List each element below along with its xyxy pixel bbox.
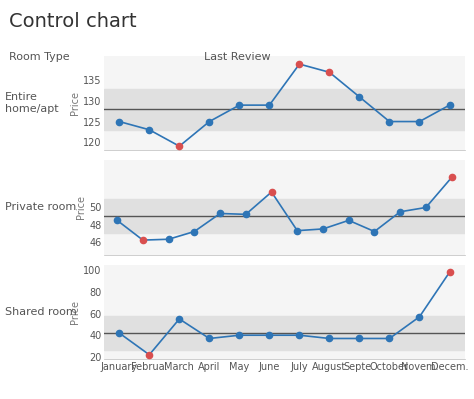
Bar: [104, 316, 465, 350]
Text: Control chart: Control chart: [9, 12, 137, 31]
Y-axis label: Price: Price: [76, 196, 86, 219]
Text: Private room: Private room: [5, 202, 76, 213]
Y-axis label: Price: Price: [70, 91, 80, 115]
Text: Shared room: Shared room: [5, 307, 76, 317]
Text: Room Type: Room Type: [9, 52, 70, 62]
Bar: [104, 89, 465, 130]
Y-axis label: Price: Price: [70, 300, 81, 324]
Text: Entire
home/apt: Entire home/apt: [5, 92, 58, 114]
Text: Last Review: Last Review: [204, 52, 270, 62]
Bar: [104, 199, 465, 233]
